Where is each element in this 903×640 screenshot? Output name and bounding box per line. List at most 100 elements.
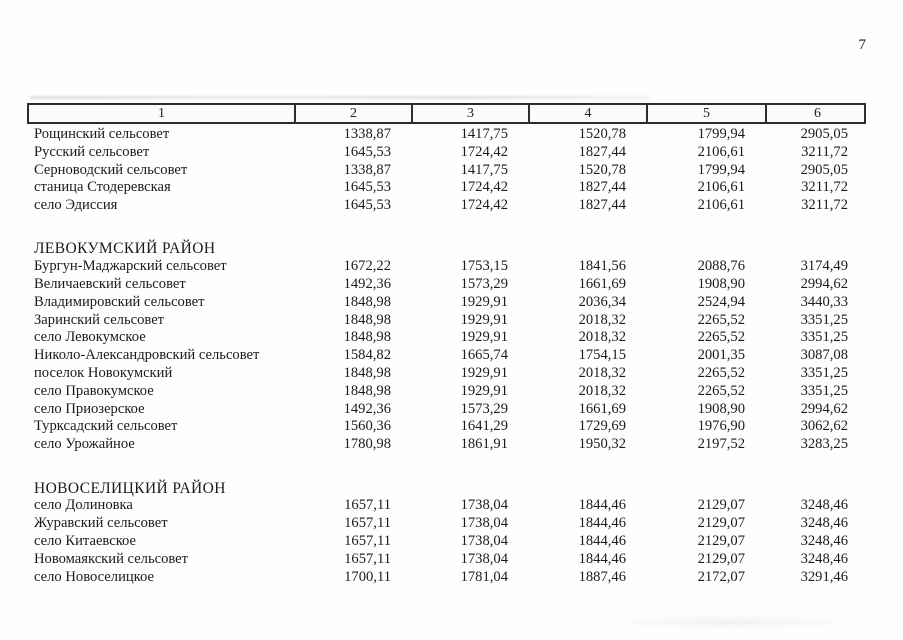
row-value: 3291,46 xyxy=(800,568,848,585)
row-value: 1861,91 xyxy=(460,436,508,453)
row-value: 1661,69 xyxy=(578,400,626,417)
column-header-1: 1 xyxy=(158,106,165,121)
row-name: село Новоселицкое xyxy=(34,568,154,585)
table-row: Русский сельсовет 1645,53 1724,42 1827,44 21… xyxy=(27,144,866,162)
row-value: 1657,11 xyxy=(344,515,391,532)
row-value: 2129,07 xyxy=(697,515,745,532)
row-value: 3351,25 xyxy=(800,311,848,328)
row-name: село Правокумское xyxy=(34,382,154,399)
table-row: Владимировский сельсовет 1848,98 1929,91 20… xyxy=(27,294,866,312)
row-value: 1754,15 xyxy=(578,347,626,364)
table-row: село Китаевское 1657,11 1738,04 1844,46 2129… xyxy=(27,533,866,551)
column-header-3: 3 xyxy=(411,105,528,122)
row-value: 1844,46 xyxy=(578,515,626,532)
row-name: село Китаевское xyxy=(34,532,136,549)
row-value: 2106,61 xyxy=(697,197,745,214)
row-value: 1929,91 xyxy=(460,365,508,382)
row-value: 1929,91 xyxy=(460,293,508,310)
row-value: 1645,53 xyxy=(343,197,391,214)
row-value: 3283,25 xyxy=(800,436,848,453)
row-value: 1729,69 xyxy=(578,418,626,435)
table-row: Николо-Александровский сельсовет 1584,82 1… xyxy=(27,347,866,365)
row-name: Николо-Александровский сельсовет xyxy=(34,347,260,364)
row-name: Новомаякский сельсовет xyxy=(34,550,189,567)
row-value: 1844,46 xyxy=(578,550,626,567)
row-value: 2106,61 xyxy=(697,143,745,160)
row-name: Владимировский сельсовет xyxy=(34,293,205,310)
row-value: 2129,07 xyxy=(697,550,745,567)
row-value: 1520,78 xyxy=(578,161,626,178)
row-value: 1492,36 xyxy=(343,400,391,417)
row-value: 1827,44 xyxy=(578,197,626,214)
row-name: село Приозерское xyxy=(34,400,145,417)
row-name: село Урожайное xyxy=(34,436,135,453)
scan-artifact-bottom xyxy=(590,616,870,628)
row-name: Величаевский сельсовет xyxy=(34,276,186,293)
row-name: село Эдиссия xyxy=(34,197,118,214)
row-value: 1844,46 xyxy=(578,532,626,549)
section-title: ЛЕВОКУМСКИЙ РАЙОН xyxy=(34,240,216,258)
row-value: 3248,46 xyxy=(800,515,848,532)
row-value: 1887,46 xyxy=(578,568,626,585)
row-value: 1738,04 xyxy=(460,515,508,532)
table-row: Журавский сельсовет 1657,11 1738,04 1844,46… xyxy=(27,515,866,533)
row-value: 1641,29 xyxy=(460,418,508,435)
row-name: Рощинский сельсовет xyxy=(34,126,170,142)
section-title: НОВОСЕЛИЦКИЙ РАЙОН xyxy=(34,479,226,497)
table-row: Заринский сельсовет 1848,98 1929,91 2018,32… xyxy=(27,312,866,330)
row-value: 1665,74 xyxy=(460,347,508,364)
row-value: 1738,04 xyxy=(460,550,508,567)
row-value: 2018,32 xyxy=(578,311,626,328)
row-value: 1338,87 xyxy=(343,126,391,142)
row-value: 2265,52 xyxy=(697,365,745,382)
row-value: 1657,11 xyxy=(344,550,391,567)
row-value: 2265,52 xyxy=(697,329,745,346)
row-value: 1560,36 xyxy=(343,418,391,435)
scan-artifact-top xyxy=(30,96,650,99)
row-value: 3211,72 xyxy=(801,143,848,160)
row-value: 3440,33 xyxy=(800,293,848,310)
row-value: 2994,62 xyxy=(800,276,848,293)
row-value: 2524,94 xyxy=(697,293,745,310)
row-value: 3351,25 xyxy=(800,365,848,382)
row-value: 1950,32 xyxy=(578,436,626,453)
row-value: 1780,98 xyxy=(343,436,391,453)
row-value: 1661,69 xyxy=(578,276,626,293)
row-name: Журавский сельсовет xyxy=(34,515,168,532)
row-value: 2018,32 xyxy=(578,365,626,382)
table-row: Серноводский сельсовет 1338,87 1417,75 1520… xyxy=(27,162,866,180)
row-value: 2018,32 xyxy=(578,329,626,346)
row-value: 2905,05 xyxy=(800,126,848,142)
row-name: село Левокумское xyxy=(34,329,146,346)
row-value: 1848,98 xyxy=(343,382,391,399)
row-value: 1848,98 xyxy=(343,329,391,346)
row-value: 1753,15 xyxy=(460,258,508,275)
page-number: 7 xyxy=(858,37,867,53)
row-value: 1492,36 xyxy=(343,276,391,293)
row-value: 1827,44 xyxy=(578,179,626,196)
table-row: Новомаякский сельсовет 1657,11 1738,04 1844… xyxy=(27,551,866,569)
row-value: 1724,42 xyxy=(460,179,508,196)
table-row: Рощинский сельсовет 1338,87 1417,75 1520,78… xyxy=(27,126,866,144)
row-value: 2018,32 xyxy=(578,382,626,399)
table-row: село Приозерское 1492,36 1573,29 1661,69 190… xyxy=(27,401,866,419)
row-value: 1848,98 xyxy=(343,365,391,382)
row-value: 3087,08 xyxy=(800,347,848,364)
row-value: 1417,75 xyxy=(460,161,508,178)
table-row: село Эдиссия 1645,53 1724,42 1827,44 2106,61… xyxy=(27,197,866,215)
row-value: 1738,04 xyxy=(460,532,508,549)
row-value: 3248,46 xyxy=(800,550,848,567)
row-value: 3062,62 xyxy=(800,418,848,435)
table-row: село Новоселицкое 1700,11 1781,04 1887,46 21… xyxy=(27,569,866,587)
row-value: 1844,46 xyxy=(578,497,626,514)
row-value: 1929,91 xyxy=(460,311,508,328)
row-value: 2994,62 xyxy=(800,400,848,417)
row-value: 1338,87 xyxy=(343,161,391,178)
row-name: Бургун-Маджарский сельсовет xyxy=(34,258,227,275)
row-value: 2036,34 xyxy=(578,293,626,310)
row-value: 1573,29 xyxy=(460,400,508,417)
row-name: село Долиновка xyxy=(34,497,133,514)
